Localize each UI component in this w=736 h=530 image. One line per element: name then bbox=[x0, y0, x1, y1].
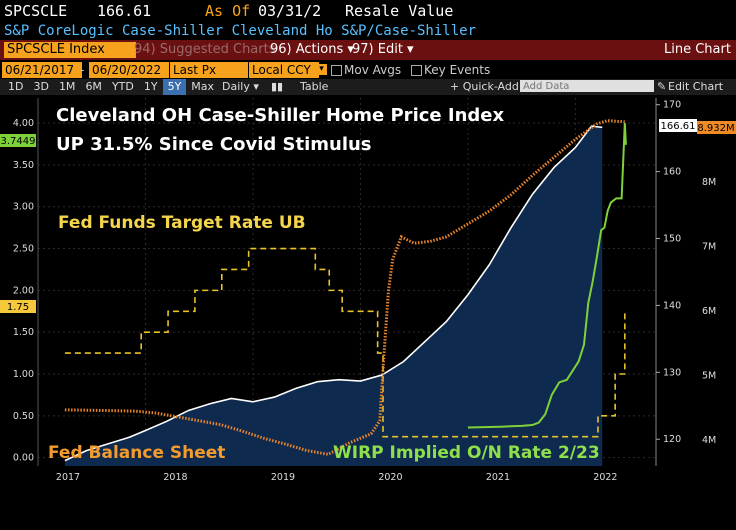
right-tick-label: 120 bbox=[663, 434, 681, 445]
fed-funds-series-line bbox=[64, 247, 626, 438]
chart-title: Cleveland OH Case-Shiller Home Price Ind… bbox=[56, 105, 504, 126]
hpi-area-fill bbox=[64, 126, 603, 467]
left-tick-label: 1.50 bbox=[13, 327, 34, 338]
period-tabs: 1D 3D 1M 6M YTD 1Y 5Y Max bbox=[3, 79, 219, 95]
actions-menu[interactable]: 96) Actions ▾ bbox=[270, 42, 354, 57]
footer-line-3: SN 238293 EDT GMT-4:00 H427-6522-172 20-… bbox=[440, 505, 698, 514]
ticker-symbol: SPCSCLE bbox=[4, 2, 68, 20]
edit-chart-button[interactable]: Edit Chart bbox=[668, 80, 724, 93]
x-tick-label: 2017 bbox=[56, 472, 80, 483]
last-price: 166.61 bbox=[97, 2, 152, 20]
left-tick-label: 3.00 bbox=[13, 202, 34, 213]
bs-tick-label: 5M bbox=[702, 371, 716, 382]
chart-bars-icon[interactable]: ▮▮ bbox=[271, 80, 284, 93]
footer-line-1: Australia 61 2 9777 8600 Brazil 5511 239… bbox=[88, 487, 617, 496]
x-tick-label: 2021 bbox=[486, 472, 510, 483]
ticker-bar: SPCSCLE 166.61 As Of 03/31/2 Resale Valu… bbox=[0, 0, 736, 22]
security-field[interactable]: SPCSCLE Index bbox=[4, 42, 136, 58]
edit-menu[interactable]: 97) Edit ▾ bbox=[352, 42, 414, 57]
period-tab-max[interactable]: Max bbox=[191, 80, 215, 93]
start-date-input[interactable]: 06/21/2017 bbox=[2, 62, 82, 78]
period-bar: 1D 3D 1M 6M YTD 1Y 5Y Max Daily ▾ ▮▮ Table + Qu… bbox=[0, 79, 736, 95]
x-axis: 2017 2018 2019 2020 2021 2022 bbox=[56, 472, 618, 483]
footer-background bbox=[0, 482, 736, 530]
period-tab-ytd[interactable]: YTD bbox=[111, 80, 134, 93]
currency-dropdown-icon[interactable]: ▾ bbox=[316, 64, 327, 75]
toolbar: SPCSCLE Index 94) Suggested Charts 96) A… bbox=[0, 40, 736, 60]
period-tab-6m[interactable]: 6M bbox=[85, 80, 102, 93]
period-tab-1y[interactable]: 1Y bbox=[143, 80, 158, 93]
key-events-checkbox[interactable] bbox=[411, 65, 422, 76]
svg-text:166.61: 166.61 bbox=[661, 121, 696, 132]
hpi-last-value-tag: 166.61 bbox=[659, 119, 697, 132]
end-date-input[interactable]: 06/20/2022 bbox=[89, 62, 169, 78]
chart-subtitle: UP 31.5% Since Covid Stimulus bbox=[56, 134, 372, 155]
left-tick-label: 2.50 bbox=[13, 244, 34, 255]
quick-add-button[interactable]: + Quick-Add ▾ bbox=[450, 80, 528, 93]
frequency-select[interactable]: Daily ▾ bbox=[222, 80, 259, 93]
fed-funds-annotation: Fed Funds Target Rate UB bbox=[58, 213, 306, 233]
x-tick-label: 2019 bbox=[271, 472, 295, 483]
right-tick-label: 150 bbox=[663, 234, 681, 245]
left-tick-label: 2.00 bbox=[13, 285, 34, 296]
right-tick-label: 160 bbox=[663, 167, 681, 178]
edit-chart-icon[interactable]: ✎ bbox=[657, 80, 667, 93]
field-name: Resale Value bbox=[345, 2, 454, 20]
right-tick-label: 130 bbox=[663, 367, 681, 378]
period-tab-3d[interactable]: 3D bbox=[33, 80, 49, 93]
svg-text:8.932M: 8.932M bbox=[697, 123, 734, 134]
bs-tick-label: 4M bbox=[702, 435, 716, 446]
svg-text:3.7449: 3.7449 bbox=[1, 136, 36, 147]
right-axis-hpi: 120 130 140 150 160 170 bbox=[656, 100, 681, 445]
wirp-series-line bbox=[467, 123, 627, 429]
x-tick-label: 2022 bbox=[593, 472, 617, 483]
price-field-select[interactable]: Last Px bbox=[170, 62, 248, 78]
as-of-label: As Of bbox=[205, 2, 251, 20]
bs-tick-label: 8M bbox=[702, 177, 716, 188]
chart-type-label[interactable]: Line Chart bbox=[664, 42, 731, 57]
right-tick-label: 140 bbox=[663, 300, 681, 311]
add-data-input[interactable] bbox=[520, 80, 654, 92]
description-text: S&P CoreLogic Case-Shiller Cleveland Ho … bbox=[4, 23, 477, 39]
left-tick-label: 1.00 bbox=[13, 369, 34, 380]
table-button[interactable]: Table bbox=[300, 80, 329, 93]
range-controls: 06/21/2017 - 06/20/2022 Last Px Local CC… bbox=[0, 61, 736, 79]
right-axis-balance-sheet: 4M 5M 6M 7M 8M bbox=[702, 177, 716, 446]
security-description: S&P CoreLogic Case-Shiller Cleveland Ho … bbox=[0, 22, 736, 40]
right-tick-label: 170 bbox=[663, 100, 681, 111]
left-axis: 0.00 0.50 1.00 1.50 2.00 2.50 3.00 3.50 4.00 bbox=[13, 118, 34, 464]
balance-sheet-last-value-tag: 8.932M bbox=[697, 121, 736, 134]
mov-avgs-checkbox[interactable] bbox=[331, 65, 342, 76]
footer-line-2: Japan 81 3 4565 8900 Singapore 65 6212 1… bbox=[88, 496, 544, 505]
bs-tick-label: 6M bbox=[702, 306, 716, 317]
fed-funds-last-value-tag: 1.75 bbox=[0, 300, 36, 313]
wirp-last-value-tag: 3.7449 bbox=[0, 134, 36, 147]
hpi-series-line bbox=[64, 125, 603, 462]
suggested-charts-button[interactable]: 94) Suggested Charts bbox=[134, 42, 276, 57]
balance-sheet-series-line bbox=[64, 119, 625, 456]
wirp-annotation: WIRP Implied O/N Rate 2/23 bbox=[333, 443, 600, 463]
date-separator: - bbox=[80, 63, 85, 77]
key-events-label: Key Events bbox=[424, 63, 491, 77]
period-tab-1m[interactable]: 1M bbox=[58, 80, 76, 93]
bs-tick-label: 7M bbox=[702, 241, 716, 252]
mov-avgs-label: Mov Avgs bbox=[344, 63, 402, 77]
x-tick-label: 2018 bbox=[163, 472, 187, 483]
left-tick-label: 4.00 bbox=[13, 118, 34, 129]
x-tick-label: 2020 bbox=[378, 472, 402, 483]
as-of-date: 03/31/2 bbox=[258, 2, 322, 20]
currency-select[interactable]: Local CCY bbox=[249, 62, 319, 78]
left-tick-label: 3.50 bbox=[13, 160, 34, 171]
period-tab-5y[interactable]: 5Y bbox=[162, 79, 187, 95]
left-tick-label: 0.00 bbox=[13, 453, 34, 464]
period-tab-1d[interactable]: 1D bbox=[8, 80, 24, 93]
svg-text:1.75: 1.75 bbox=[7, 302, 29, 313]
left-tick-label: 0.50 bbox=[13, 411, 34, 422]
balance-sheet-annotation: Fed Balance Sheet bbox=[48, 443, 225, 463]
price-chart[interactable]: 0.00 0.50 1.00 1.50 2.00 2.50 3.00 3.50 4.00 120… bbox=[0, 96, 736, 530]
